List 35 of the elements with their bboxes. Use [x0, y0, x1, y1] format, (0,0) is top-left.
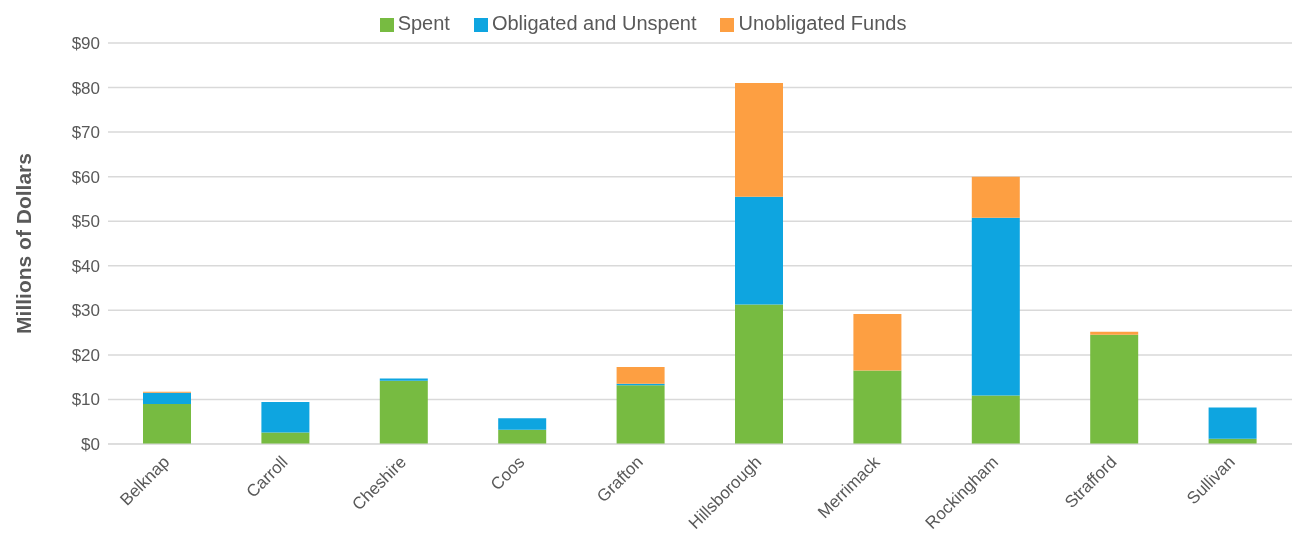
- bar: [735, 196, 783, 305]
- bar: [735, 304, 783, 444]
- bar: [616, 366, 665, 384]
- bar: [971, 176, 1020, 218]
- y-axis-title: Millions of Dollars: [12, 153, 36, 334]
- legend-label: Spent: [397, 12, 450, 34]
- bar: [498, 418, 547, 430]
- bar: [1090, 334, 1139, 444]
- bar: [971, 217, 1020, 396]
- legend-label: Obligated and Unspent: [491, 12, 697, 34]
- bar: [261, 432, 310, 444]
- bar: [379, 378, 428, 381]
- y-tick-label: $10: [71, 390, 100, 410]
- y-tick-label: $60: [71, 167, 100, 187]
- y-tick-label: $40: [71, 256, 100, 276]
- bar: [379, 380, 428, 444]
- y-tick-label: $70: [71, 123, 100, 143]
- bar: [735, 83, 783, 197]
- bar: [853, 313, 902, 371]
- y-tick-label: $20: [71, 345, 100, 365]
- legend-label: Unobligated Funds: [738, 12, 907, 34]
- bar: [853, 370, 902, 444]
- bar: [1090, 331, 1139, 335]
- y-tick-label: $30: [71, 301, 100, 321]
- y-tick-label: $50: [71, 212, 100, 232]
- bar: [498, 429, 547, 444]
- bar: [1208, 407, 1257, 439]
- bar: [261, 402, 310, 433]
- y-tick-label: $90: [71, 34, 100, 54]
- bar: [971, 395, 1020, 444]
- y-tick-label: $80: [71, 78, 100, 98]
- bar: [143, 392, 191, 404]
- y-tick-label: $0: [81, 435, 100, 455]
- bar: [616, 385, 665, 444]
- bar: [143, 403, 191, 444]
